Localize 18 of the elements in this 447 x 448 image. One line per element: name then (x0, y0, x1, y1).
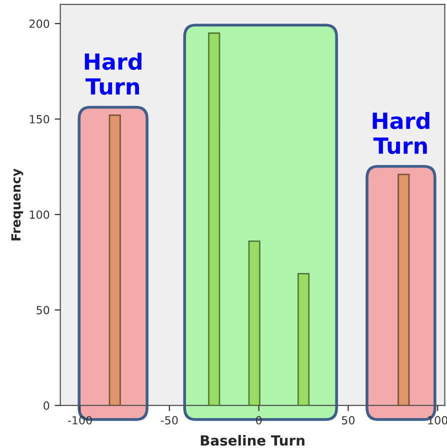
y-tick-label: 0 (44, 401, 50, 410)
bar (297, 273, 310, 406)
x-tick-label: -50 (160, 416, 178, 424)
x-tick-label: 100 (428, 416, 447, 424)
y-tick-label: 200 (30, 20, 50, 28)
x-axis-title: Baseline Turn (200, 434, 304, 446)
y-tick-label: 100 (30, 210, 50, 219)
band-label: Hard Turn (84, 52, 142, 95)
y-tick-label: 150 (30, 115, 50, 124)
bar (108, 114, 121, 406)
bar (248, 240, 260, 406)
bar (398, 174, 410, 406)
band-label: Hard Turn (372, 112, 430, 154)
bar (208, 32, 220, 406)
x-tick-label: 50 (342, 416, 355, 424)
y-tick-label: 50 (36, 306, 50, 314)
x-tick-label: -100 (68, 416, 92, 424)
y-axis-title: Frequency (11, 168, 24, 240)
